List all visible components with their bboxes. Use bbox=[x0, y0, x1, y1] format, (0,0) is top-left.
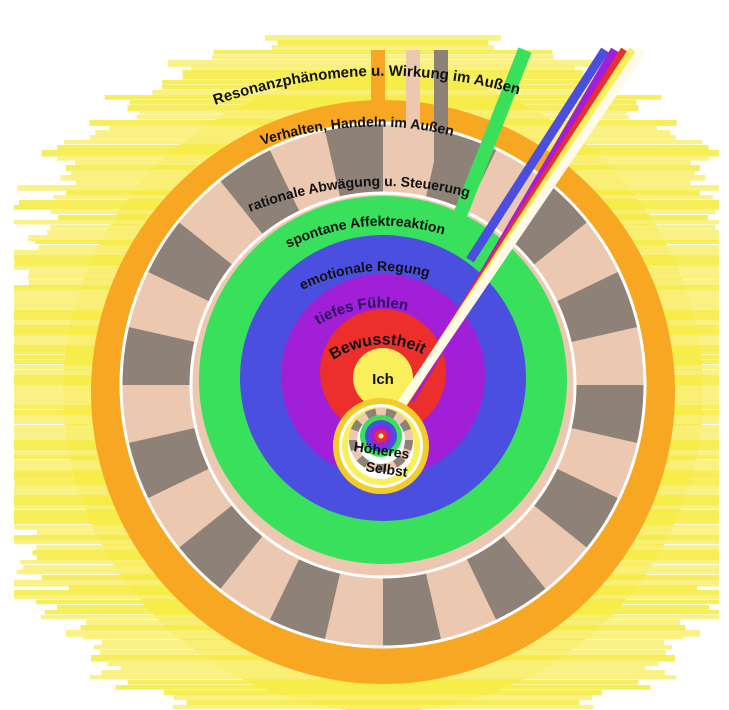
segment-edge-inner bbox=[189, 191, 577, 579]
white-beam bbox=[381, 47, 646, 431]
segment-dark bbox=[533, 468, 620, 549]
sun-ray-streak bbox=[265, 35, 501, 41]
higher-self-segment bbox=[349, 429, 359, 440]
blue-beam bbox=[466, 47, 609, 263]
segment-dark bbox=[502, 180, 588, 266]
segment-dark bbox=[178, 504, 264, 590]
sun-ray-streak bbox=[186, 700, 580, 706]
higher-self-segment bbox=[356, 412, 369, 425]
higher-self-segment bbox=[385, 460, 397, 472]
segment-dark bbox=[146, 221, 233, 302]
higher-self-segment bbox=[375, 408, 387, 417]
sun-ray-streak bbox=[172, 705, 594, 710]
higher-self-label-line2: Selbst bbox=[365, 458, 409, 480]
segment-dark bbox=[269, 557, 341, 641]
green-beam bbox=[453, 47, 532, 218]
segment-dark bbox=[570, 385, 645, 444]
higher-self-segment bbox=[393, 412, 406, 425]
higher-self-segment bbox=[365, 460, 377, 472]
higher-self-segment bbox=[349, 440, 359, 451]
sun-ray-streak bbox=[173, 695, 593, 701]
segment-dark bbox=[555, 271, 639, 343]
segment-dark bbox=[219, 148, 300, 235]
segment-dark bbox=[127, 427, 211, 499]
higher-self-segment bbox=[399, 419, 412, 432]
segment-edge-outer bbox=[119, 121, 647, 649]
higher-self-segment bbox=[375, 463, 387, 473]
higher-self-label-line1: Höheres bbox=[353, 438, 411, 462]
segment-dark bbox=[324, 123, 383, 198]
segment-dark bbox=[383, 572, 442, 647]
higher-self-segment bbox=[399, 448, 412, 461]
higher-self-segment bbox=[356, 455, 369, 468]
higher-self-segment bbox=[403, 440, 413, 451]
segment-dark bbox=[121, 326, 196, 385]
sun-ray-streak bbox=[115, 685, 651, 690]
higher-self-segment bbox=[393, 455, 406, 468]
higher-self-segment bbox=[350, 419, 363, 432]
sun-ray-streak bbox=[163, 690, 603, 696]
higher-self-segment bbox=[350, 448, 363, 461]
ego-circle bbox=[353, 348, 413, 408]
sun-ray-streak bbox=[271, 45, 495, 51]
radiating-beams bbox=[371, 47, 646, 431]
higher-self-segment bbox=[403, 429, 413, 440]
ego-label: Ich bbox=[372, 371, 394, 388]
higher-self-circle bbox=[333, 398, 429, 494]
sun-ray-streak bbox=[277, 40, 489, 47]
segment-dark bbox=[466, 535, 547, 622]
